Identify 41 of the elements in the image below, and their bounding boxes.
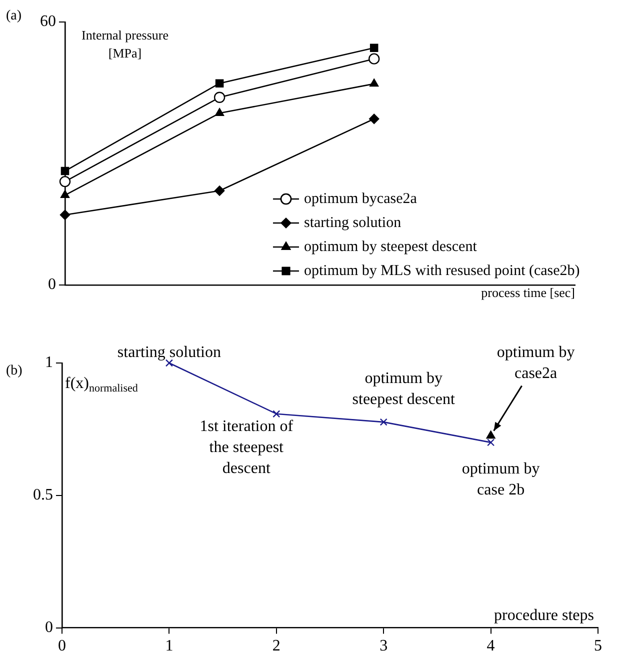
legend-label: starting solution	[304, 214, 402, 231]
x-tick-label: 1	[165, 638, 174, 655]
point	[487, 438, 495, 446]
chart-title: (b)	[6, 364, 23, 379]
point	[215, 79, 224, 88]
chart-title: (a)	[6, 8, 22, 24]
point	[486, 430, 496, 439]
x-axis-title: procedure steps	[494, 607, 594, 624]
annotation: optimum by case 2b	[462, 460, 540, 498]
x-tick-label: 2	[272, 638, 280, 655]
y-tick-label: 0.5	[33, 486, 53, 504]
point	[380, 418, 388, 426]
y-tick-label: 1	[45, 354, 53, 372]
point	[272, 410, 280, 418]
y-axis-title: Internal pressure [MPa]	[82, 27, 169, 60]
annotation: 1st iteration of the steepest descent	[200, 418, 294, 477]
annotation: optimum by case2a	[496, 344, 575, 382]
point	[60, 166, 70, 176]
point	[214, 92, 226, 103]
point	[60, 190, 70, 198]
point	[165, 359, 173, 367]
y-tick-label: 0	[48, 276, 56, 294]
y-tick-label: 0	[45, 619, 53, 636]
point	[215, 108, 224, 116]
annotation: optimum by steepest descent	[352, 370, 456, 408]
point	[59, 176, 71, 188]
legend-label: optimum by MLS with resused point (case2b)	[304, 262, 580, 279]
x-tick-label: 4	[486, 638, 495, 655]
point	[368, 114, 380, 124]
annotation: starting solution	[117, 344, 221, 361]
x-tick-label: 3	[380, 638, 388, 655]
x-axis-title: process time [sec]	[481, 284, 575, 300]
y-tick-label: 60	[40, 13, 56, 30]
x-tick-label: 5	[594, 638, 602, 655]
point	[60, 210, 70, 220]
point	[370, 44, 378, 52]
legend-label: optimum by steepest descent	[304, 238, 478, 255]
legend-label: optimum bycase2a	[304, 190, 418, 207]
point	[214, 186, 225, 196]
point	[370, 78, 379, 87]
point	[368, 53, 380, 64]
